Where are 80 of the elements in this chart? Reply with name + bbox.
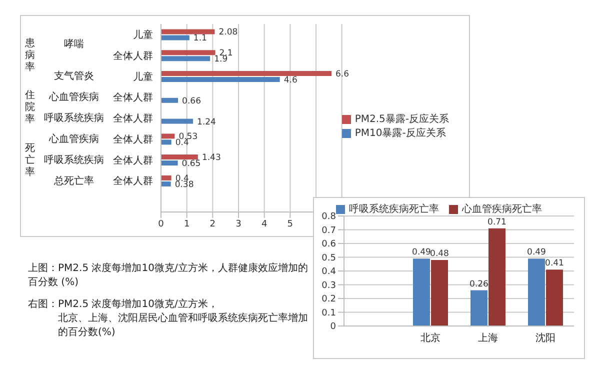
x-tick-label: 2 <box>210 219 216 230</box>
bar <box>161 175 172 180</box>
y-tick-label: 儿童 <box>133 70 153 83</box>
y-tick-label: 全体人群 <box>113 133 153 146</box>
data-label: 0.66 <box>182 96 201 106</box>
text: 呼吸系统疾病 <box>44 112 104 125</box>
text: 心血管疾病 <box>49 134 99 146</box>
bar <box>161 98 178 103</box>
data-label: 6.6 <box>335 70 350 80</box>
data-label: 0.38 <box>174 180 194 190</box>
y-tick-label: 儿童 <box>133 28 153 41</box>
text: 北京、上海、沈阳居民心血管和呼吸系统疾病死亡率增加的百分数(%) <box>57 312 309 340</box>
text: 呼吸系统疾病 <box>44 155 104 168</box>
x-tick-label: 4 <box>261 219 268 230</box>
text: 支气管炎 <box>54 70 94 83</box>
bar <box>161 56 210 62</box>
data-label: 0.26 <box>470 279 488 290</box>
text: 住院率 <box>24 90 36 126</box>
x-tick-label: 3 <box>236 219 242 230</box>
data-label: 0.65 <box>182 159 201 170</box>
y-tick-label: 全体人群 <box>113 112 153 125</box>
bar <box>161 50 216 56</box>
bar <box>431 260 448 326</box>
bar <box>470 290 488 326</box>
bar <box>161 154 198 160</box>
data-label: 0.4 <box>175 138 189 148</box>
bar <box>528 258 545 326</box>
y-tick-label: 0.2 <box>322 294 336 305</box>
data-label: 0.49 <box>527 248 546 258</box>
y-tick-label: 全体人群 <box>113 92 153 104</box>
data-label: 1.43 <box>202 153 221 164</box>
data-label: 1.9 <box>214 54 228 65</box>
text: 死亡率 <box>24 143 36 180</box>
x-tick-label: 沈阳 <box>535 332 556 344</box>
data-label: 2.08 <box>218 28 238 38</box>
y-tick-label: 0.5 <box>322 253 336 264</box>
legend-label: 心血管疾病死亡率 <box>462 204 542 215</box>
bar <box>161 77 280 82</box>
x-tick-label: 0 <box>158 219 164 230</box>
bar <box>161 181 171 186</box>
bar <box>413 258 430 326</box>
bar <box>161 140 172 145</box>
data-label: 1.1 <box>193 34 207 44</box>
bar <box>161 71 332 76</box>
data-label: 0.71 <box>488 217 506 228</box>
y-tick-label: 0 <box>330 322 336 332</box>
bar <box>161 160 178 166</box>
y-tick-label: 0.6 <box>322 240 336 250</box>
bar <box>488 228 506 326</box>
legend-label: PM10暴露-反应关系 <box>354 128 446 139</box>
y-tick-label: 0.8 <box>322 212 336 222</box>
bar <box>546 270 563 326</box>
text: 右图：PM2.5 浓度每增加10微克/立方米， <box>28 298 219 312</box>
y-tick-label: 0.1 <box>322 308 336 318</box>
y-tick-label: 全体人群 <box>113 50 153 62</box>
data-label: 1.24 <box>197 117 216 128</box>
text: 哮喘 <box>64 39 84 52</box>
text: 上图：PM2.5 浓度每增加10微克/立方米，人群健康效应增加的百分数 (%) <box>28 262 308 290</box>
text: 总死亡率 <box>54 176 94 188</box>
data-label: 0.48 <box>430 249 449 259</box>
x-tick-label: 1 <box>184 219 190 230</box>
y-tick-label: 全体人群 <box>113 154 153 166</box>
x-tick-label: 上海 <box>478 332 498 344</box>
y-tick-label: 0.3 <box>322 280 336 291</box>
y-tick-label: 0.7 <box>322 226 336 236</box>
x-tick-label: 5 <box>287 219 294 230</box>
bar <box>161 29 215 34</box>
bar <box>161 118 194 124</box>
text: 患病率 <box>24 38 36 74</box>
data-label: 4.6 <box>284 76 298 86</box>
legend-label: PM2.5暴露-反应关系 <box>354 114 449 125</box>
bar <box>161 134 175 139</box>
bar <box>161 35 190 40</box>
legend-label: 呼吸系统疾病死亡率 <box>349 204 439 215</box>
x-tick-label: 北京 <box>420 332 440 344</box>
y-tick-label: 全体人群 <box>113 175 153 188</box>
y-tick-label: 0.4 <box>322 267 336 278</box>
data-label: 0.49 <box>412 248 431 258</box>
data-label: 0.41 <box>545 258 564 269</box>
text: 心血管疾病 <box>49 92 99 104</box>
